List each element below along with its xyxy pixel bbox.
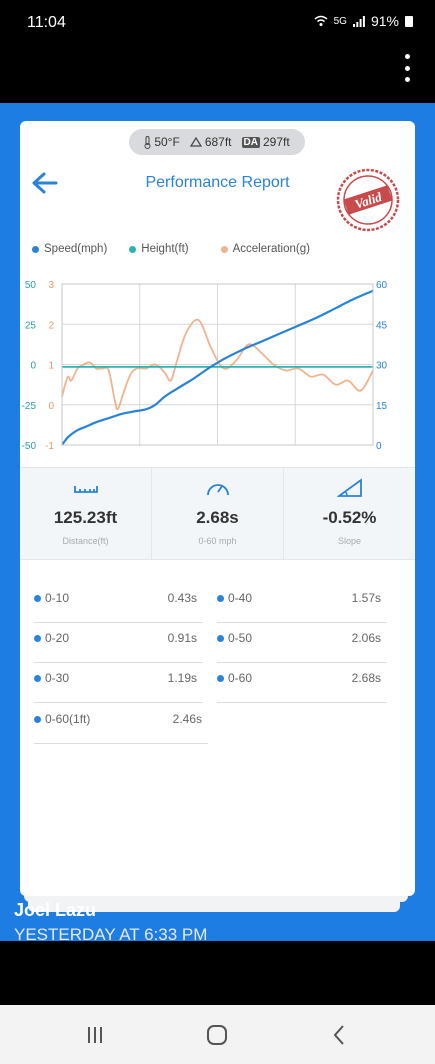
density-altitude-badge: DA: [241, 136, 260, 148]
bullet: [217, 675, 224, 682]
legend-item: Height(ft): [129, 243, 189, 255]
ruler-icon: [73, 486, 98, 493]
tick-label: 15: [376, 401, 388, 412]
tick-label: 45: [376, 320, 388, 331]
bullet: [217, 595, 224, 602]
list-item: 0-60(1ft) 2.46s: [34, 704, 208, 744]
message-caption: Joel Lazu YESTERDAY AT 6:33 PM: [14, 900, 207, 945]
tick-label: 2: [48, 320, 54, 331]
tick-label: 50: [25, 280, 37, 291]
tick-label: 0: [48, 401, 54, 412]
slope-icon: [336, 478, 362, 497]
legend-item: Acceleration(g): [220, 243, 310, 255]
list-item: 0-10 0.43s: [34, 583, 203, 623]
acceleration-series-line: [61, 318, 374, 411]
legend-swatch: [32, 245, 39, 253]
bullet: [217, 635, 224, 642]
status-bar: 11:04 5G 91%: [0, 0, 435, 46]
stat-slope: -0.52% Slope: [284, 468, 415, 559]
list-item: 0-60 2.68s: [217, 663, 387, 703]
legend-label: Speed(mph): [44, 243, 108, 255]
bullet: [34, 716, 41, 723]
list-item: 0-30 1.19s: [34, 663, 203, 703]
legend-item: Speed(mph): [32, 243, 107, 255]
mountain-icon: [189, 137, 202, 147]
environment-pill: 50°F 687ft DA 297ft: [129, 129, 305, 155]
back-arrow-icon[interactable]: [30, 171, 58, 195]
battery-icon: [405, 15, 413, 27]
tick-label: 3: [48, 280, 54, 291]
tick-label: 60: [376, 280, 388, 291]
stamp-text: Valid: [353, 189, 384, 212]
chart-legend: Speed(mph) Height(ft) Acceleration(g): [32, 243, 310, 255]
wifi-icon: [314, 15, 328, 26]
stat-label: 0-60 mph: [198, 536, 237, 546]
stat-label: Distance(ft): [62, 536, 109, 546]
status-time: 11:04: [27, 14, 66, 31]
plot-frame: [61, 283, 374, 446]
tick-label: -1: [45, 441, 54, 452]
tick-label: -50: [22, 441, 37, 452]
stat-label: Slope: [337, 536, 362, 546]
bullet: [34, 595, 41, 602]
sender-name: Joel Lazu: [14, 900, 97, 920]
density-altitude-value: 297ft: [262, 135, 290, 149]
report-card: 50°F 687ft DA 297ft Performance Report V…: [20, 121, 415, 896]
tick-label: 0: [30, 361, 36, 372]
valid-stamp: Valid: [336, 168, 400, 232]
stat-value: -0.52%: [322, 508, 377, 527]
recent-apps-icon[interactable]: [80, 1021, 110, 1049]
back-nav-icon[interactable]: [324, 1021, 354, 1049]
page-title: Performance Report: [145, 174, 290, 191]
list-item: 0-40 1.57s: [217, 583, 387, 623]
network-type: 5G: [333, 15, 347, 27]
stats-panel: 125.23ft Distance(ft) 2.68s 0-60 mph -0.…: [20, 467, 415, 560]
tick-label: 1: [48, 361, 54, 372]
tick-label: 0: [376, 441, 382, 452]
speedometer-icon: [206, 484, 229, 496]
temperature-value: 50°F: [154, 135, 180, 149]
list-item: 0-50 2.06s: [217, 623, 387, 663]
battery-percent: 91%: [370, 13, 399, 29]
thermometer-icon: [144, 135, 151, 149]
legend-label: Acceleration(g): [232, 243, 310, 255]
tick-label: 30: [376, 361, 388, 372]
stat-zero-sixty: 2.68s 0-60 mph: [152, 468, 284, 559]
legend-swatch: [129, 245, 137, 253]
message-timestamp: YESTERDAY AT 6:33 PM: [14, 925, 208, 944]
legend-swatch: [220, 245, 228, 253]
signal-icon: [352, 15, 365, 27]
speed-series-line: [61, 289, 374, 446]
performance-chart: 50 25 0 -25 -50 3 2 1 0 -1 60 45 30 15 0: [22, 280, 388, 452]
stat-distance: 125.23ft Distance(ft): [20, 468, 152, 559]
tick-label: 25: [25, 320, 37, 331]
stat-value: 125.23ft: [53, 508, 118, 527]
home-icon[interactable]: [202, 1021, 232, 1049]
more-options-icon[interactable]: [401, 54, 413, 82]
bullet: [34, 675, 41, 682]
tick-label: -25: [22, 401, 37, 412]
bullet: [34, 635, 41, 642]
altitude-value: 687ft: [204, 135, 232, 149]
list-item: 0-20 0.91s: [34, 623, 203, 663]
legend-label: Height(ft): [141, 243, 189, 255]
stat-value: 2.68s: [196, 508, 239, 527]
system-nav-bar: [0, 1005, 435, 1064]
status-icons: 5G 91%: [314, 13, 413, 29]
